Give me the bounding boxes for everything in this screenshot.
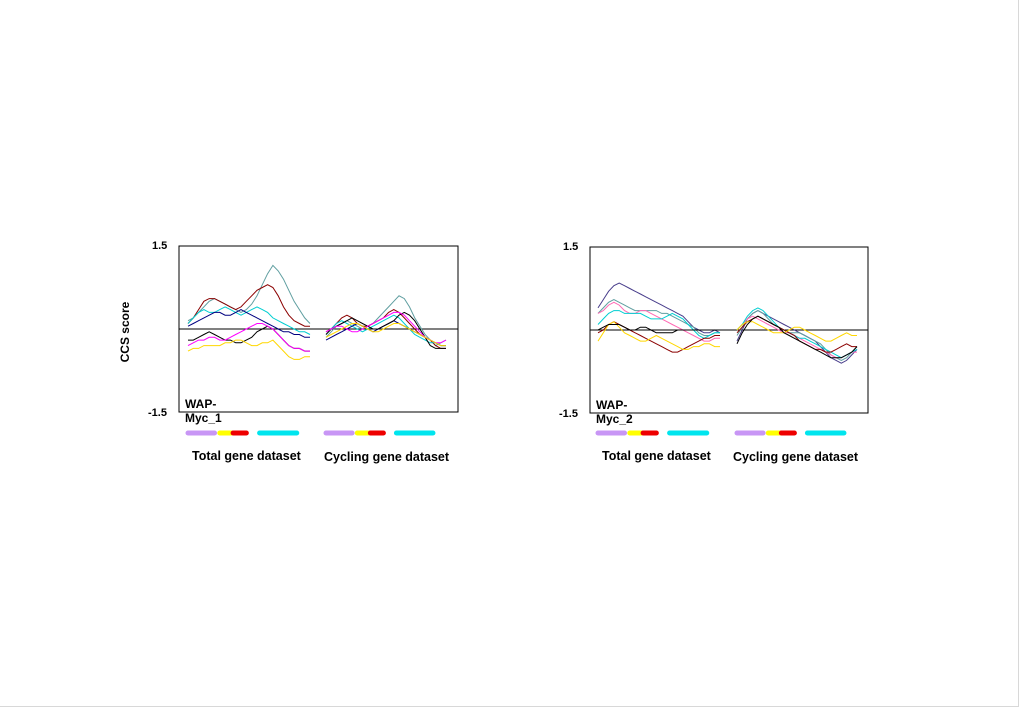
series-line-2-total-3 [597,301,720,342]
series-line-1-total-1 [187,264,311,324]
series-line-1-total-2 [187,284,310,327]
series-line-2-total-1 [597,282,721,334]
y-tick-max-2: 1.5 [563,241,579,253]
panel-label-2: WAP- Myc_2 [596,398,633,426]
group-caption-cycling-2: Cycling gene dataset [733,450,859,464]
y-tick-max-1: 1.5 [152,240,168,252]
series-line-2-total-4 [597,310,720,339]
series-line-1-total-6 [187,323,310,352]
series-line-2-cycling-4 [736,307,858,359]
series-line-2-cycling-7 [736,315,858,359]
panel-label-1: WAP- Myc_1 [185,397,222,425]
series-line-1-cycling-5 [325,311,446,349]
y-tick-min-1: -1.5 [148,407,167,419]
series-line-2-cycling-6 [736,321,857,342]
series-line-1-total-7 [187,339,310,360]
y-tick-min-2: -1.5 [559,408,578,420]
series-line-1-total-4 [187,309,310,338]
series-line-2-total-6 [597,321,720,350]
series-line-2-total-7 [597,324,720,334]
series-line-1-cycling-3 [325,314,446,347]
series-line-2-cycling-5 [736,315,857,353]
page-edge-bottom [0,706,1019,707]
series-line-1-cycling-1 [325,295,447,347]
series-line-2-total-2 [597,299,720,336]
page-edge-right [1018,0,1019,706]
group-caption-cycling-1: Cycling gene dataset [324,450,450,464]
group-caption-total-1: Total gene dataset [192,449,301,463]
series-line-1-total-3 [187,306,311,335]
group-caption-total-2: Total gene dataset [602,449,711,463]
series-line-1-cycling-7 [325,323,446,347]
